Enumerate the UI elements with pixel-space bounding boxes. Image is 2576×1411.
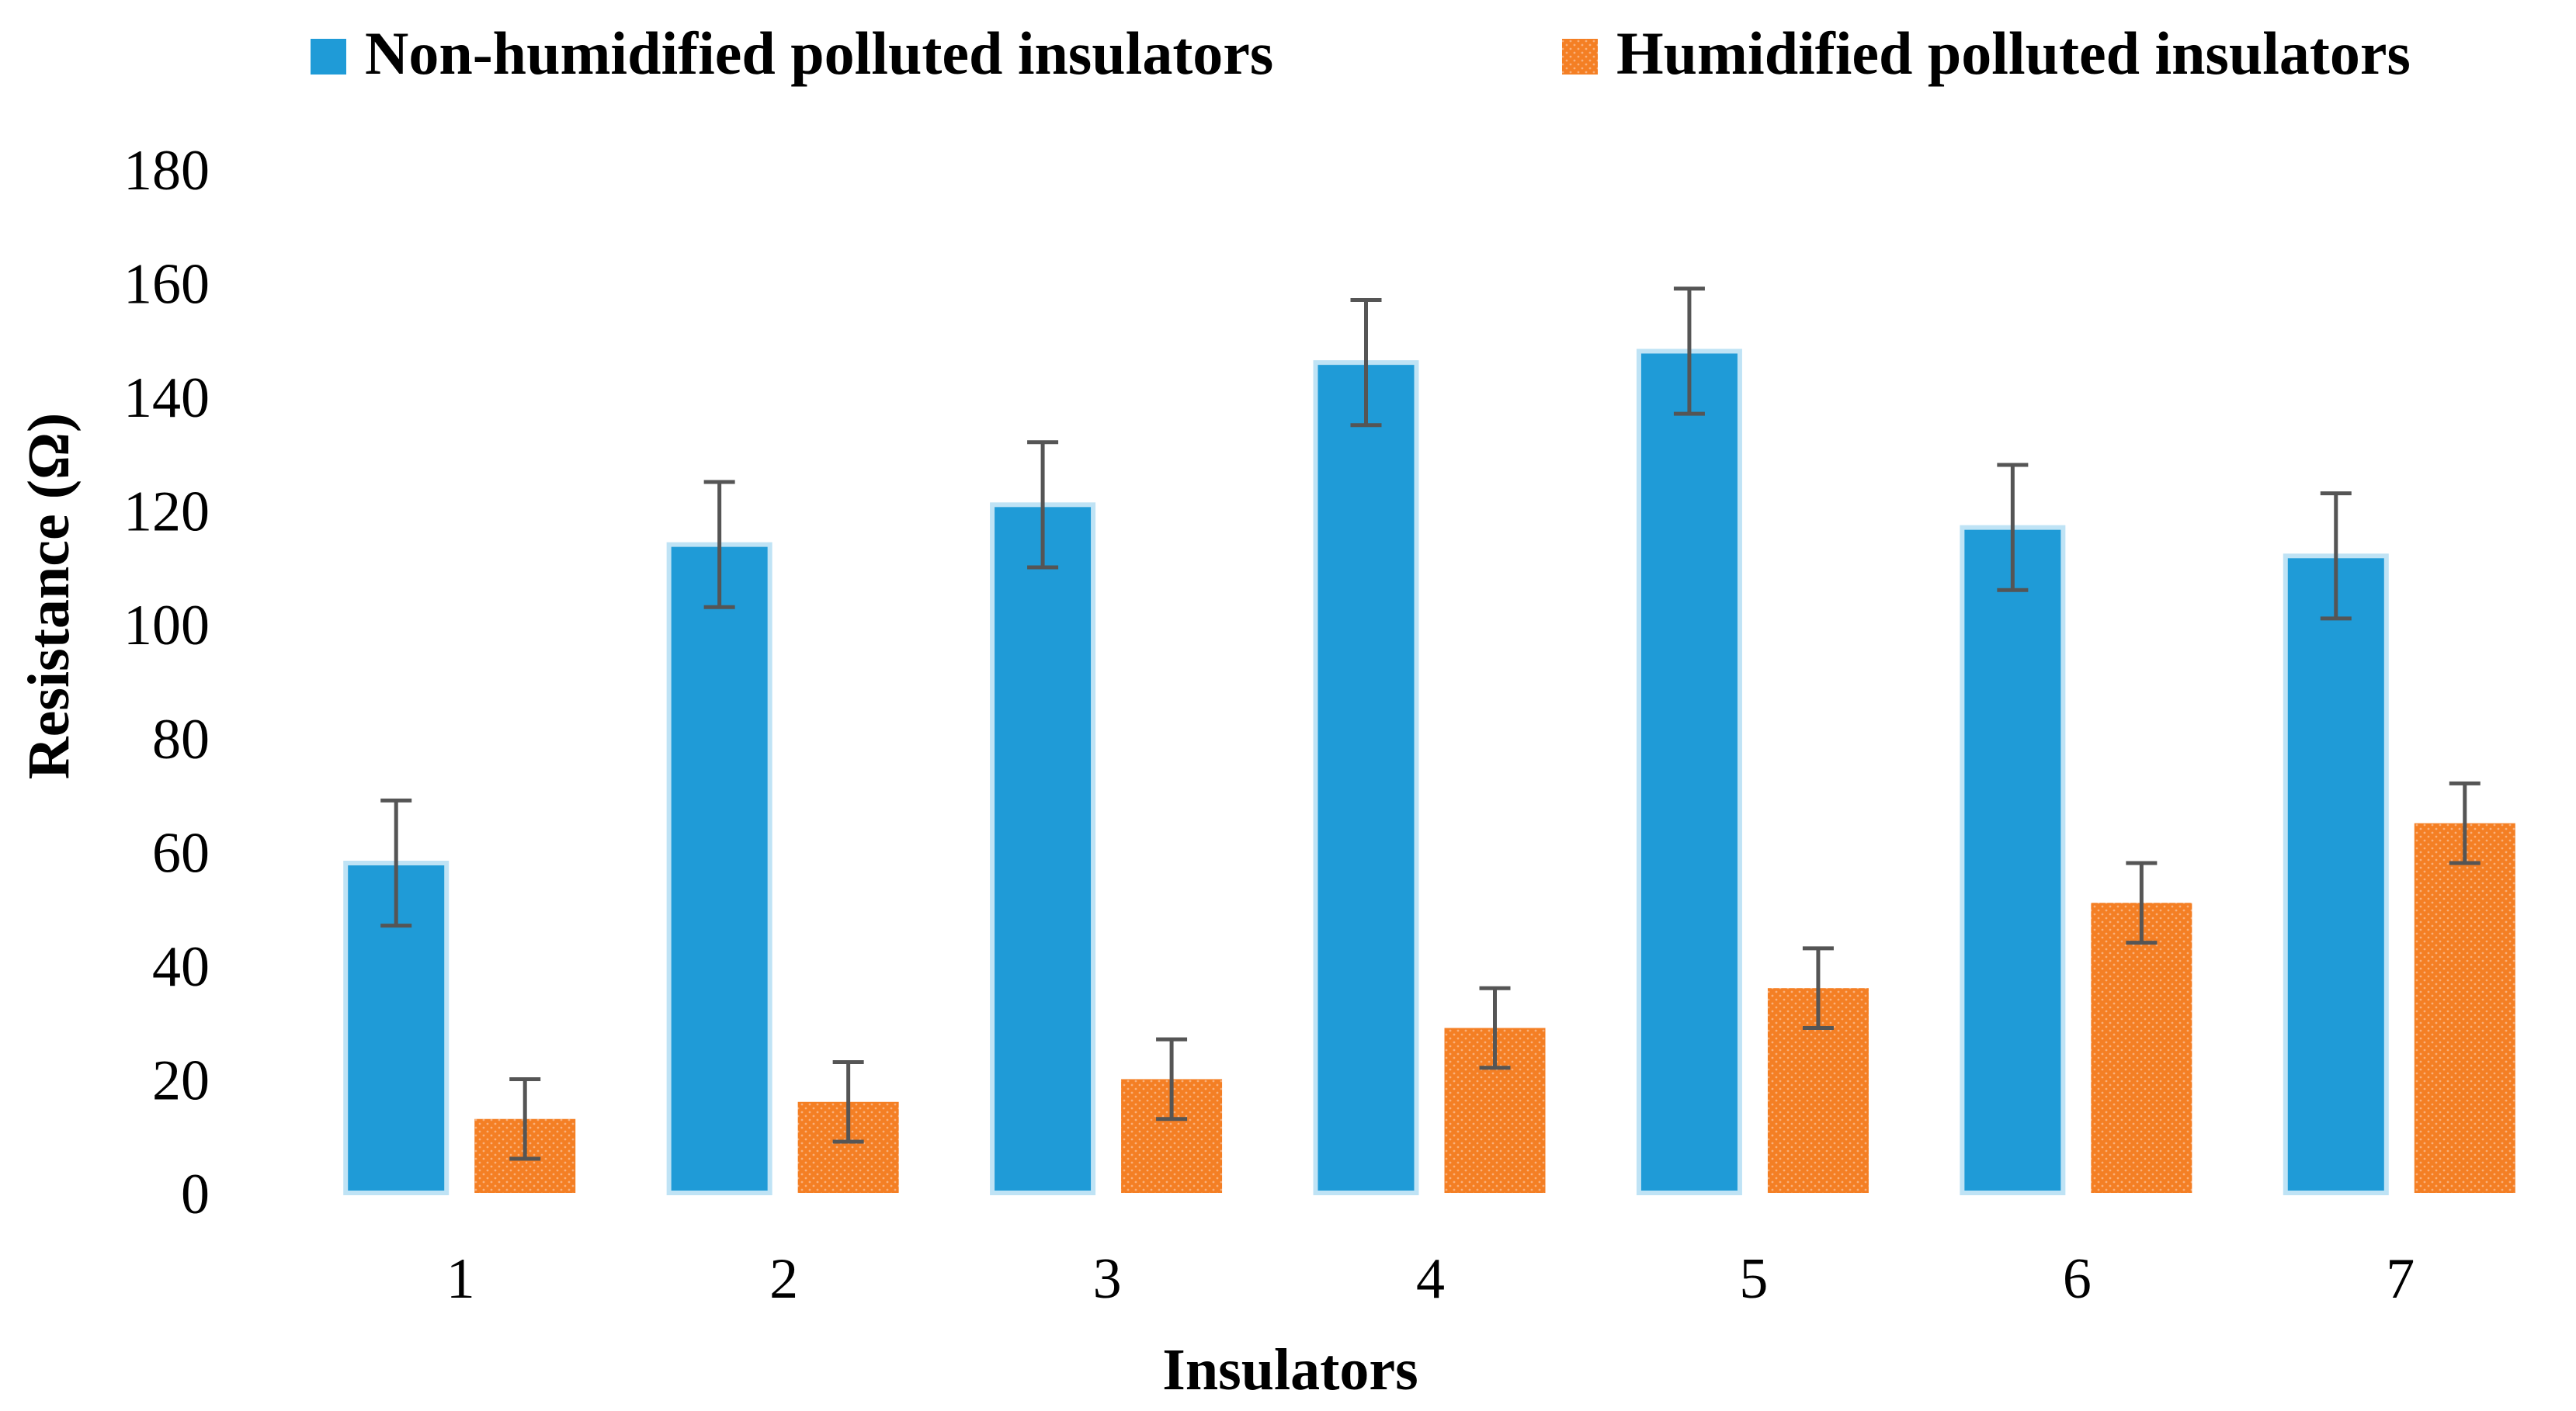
- legend-swatch-non-humidified: [311, 39, 346, 75]
- bar-non-humidified: [990, 502, 1096, 1195]
- bar-humidified: [2091, 903, 2192, 1193]
- bar-non-humidified: [666, 542, 772, 1195]
- y-tick-label: 80: [152, 708, 210, 771]
- y-tick-label: 120: [123, 480, 210, 544]
- y-tick-label: 20: [152, 1049, 210, 1112]
- y-tick-label: 160: [123, 253, 210, 317]
- y-axis-ticks: 0 20 40 60 80 100 120 140 160 180: [123, 139, 210, 1226]
- bar-non-humidified: [2283, 553, 2389, 1195]
- x-tick-label: 6: [2063, 1247, 2092, 1311]
- bars: [343, 348, 2515, 1196]
- y-tick-label: 40: [152, 935, 210, 999]
- y-tick-label: 100: [123, 594, 210, 657]
- y-tick-label: 60: [152, 821, 210, 885]
- x-axis-ticks: 1 2 3 4 5 6 7: [446, 1247, 2415, 1311]
- x-tick-label: 5: [1739, 1247, 1768, 1311]
- bar-humidified: [2414, 823, 2515, 1193]
- x-tick-label: 3: [1093, 1247, 1122, 1311]
- legend-label-humidified: Humidified polluted insulators: [1616, 19, 2411, 87]
- y-tick-label: 140: [123, 366, 210, 430]
- x-tick-label: 4: [1416, 1247, 1445, 1311]
- legend-swatch-humidified: [1562, 39, 1598, 75]
- bar-non-humidified: [1960, 525, 2066, 1195]
- legend-label-non-humidified: Non-humidified polluted insulators: [365, 19, 1273, 87]
- y-tick-label: 180: [123, 139, 210, 203]
- x-tick-label: 2: [769, 1247, 798, 1311]
- error-bars: [380, 286, 2481, 1161]
- y-tick-label: 0: [181, 1163, 210, 1226]
- x-tick-label: 1: [446, 1247, 475, 1311]
- bar-non-humidified: [1636, 348, 1742, 1195]
- x-axis-title: Insulators: [1162, 1337, 1418, 1402]
- bar-non-humidified: [1313, 360, 1419, 1196]
- y-axis-title: Resistance (Ω): [16, 413, 82, 779]
- legend: Non-humidified polluted insulators Humid…: [311, 19, 2411, 87]
- x-tick-label: 7: [2386, 1247, 2415, 1311]
